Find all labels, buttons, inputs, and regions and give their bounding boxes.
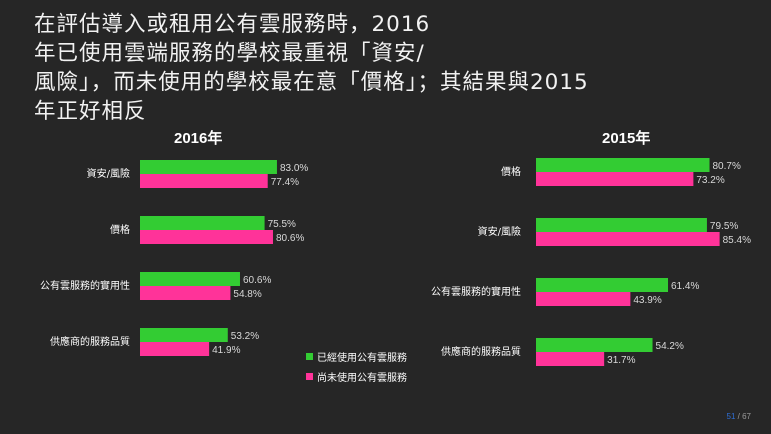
legend-item-used: 已經使用公有雲服務 — [306, 346, 407, 366]
value-label: 85.4% — [723, 235, 751, 246]
value-label: 73.2% — [696, 175, 724, 186]
chart-2015年: 價格 80.7% 73.2% 資安/風險 79.5% 85.4% 公有雲服務的實用性 61.4… — [431, 158, 751, 366]
bar-unused — [536, 292, 631, 306]
value-label: 43.9% — [633, 295, 661, 306]
value-label: 61.4% — [671, 281, 699, 292]
legend-item-unused: 尚未使用公有雲服務 — [306, 366, 407, 386]
title-line: 在評估導入或租用公有雲服務時，2016 — [34, 12, 431, 37]
category-label: 公有雲服務的實用性 — [40, 279, 130, 292]
title-line: 年已使用雲端服務的學校最重視「資安/ — [34, 41, 425, 66]
chart-title-2016: 2016年 — [174, 130, 223, 147]
bar-unused — [140, 286, 231, 300]
value-label: 41.9% — [212, 345, 240, 356]
category-label: 公有雲服務的實用性 — [431, 285, 521, 298]
page-current: 51 — [726, 412, 736, 421]
slide-title: 在評估導入或租用公有雲服務時，2016 年已使用雲端服務的學校最重視「資安/ 風… — [34, 10, 734, 126]
bar-used — [536, 158, 710, 172]
value-label: 60.6% — [243, 275, 271, 286]
value-label: 31.7% — [607, 355, 635, 366]
legend-label-used: 已經使用公有雲服務 — [317, 352, 407, 364]
category-label: 資安/風險 — [87, 167, 130, 180]
bar-used — [140, 272, 240, 286]
bar-unused — [536, 352, 605, 366]
bar-unused — [536, 172, 694, 186]
bar-unused — [140, 342, 210, 356]
bar-used — [140, 328, 228, 342]
value-label: 54.2% — [656, 341, 684, 352]
legend-label-unused: 尚未使用公有雲服務 — [317, 372, 407, 384]
title-line: 風險」，而未使用的學校最在意「價格」；其結果與2015 — [34, 70, 589, 95]
page-total: / 67 — [737, 412, 751, 421]
bar-used — [536, 278, 669, 292]
bar-unused — [140, 174, 268, 188]
category-label: 供應商的服務品質 — [50, 335, 130, 348]
category-label: 價格 — [110, 223, 130, 236]
value-label: 80.7% — [713, 161, 741, 172]
title-line: 年正好相反 — [34, 99, 147, 124]
legend-swatch-unused — [306, 372, 313, 380]
value-label: 54.8% — [233, 289, 261, 300]
category-label: 價格 — [501, 165, 521, 178]
bar-used — [536, 218, 707, 232]
category-label: 資安/風險 — [478, 225, 521, 238]
bar-unused — [536, 232, 720, 246]
page-number: 51 / 67 — [727, 412, 751, 421]
bar-used — [140, 160, 277, 174]
bar-used — [536, 338, 653, 352]
value-label: 77.4% — [271, 177, 299, 188]
value-label: 83.0% — [280, 163, 308, 174]
value-label: 75.5% — [268, 219, 296, 230]
value-label: 53.2% — [231, 331, 259, 342]
bar-unused — [140, 230, 273, 244]
value-label: 80.6% — [276, 233, 304, 244]
legend: 已經使用公有雲服務 尚未使用公有雲服務 — [306, 346, 407, 386]
bar-used — [140, 216, 265, 230]
chart-2016年: 資安/風險 83.0% 77.4% 價格 75.5% 80.6% 公有雲服務的實用性 60.6… — [40, 160, 308, 356]
value-label: 79.5% — [710, 221, 738, 232]
category-label: 供應商的服務品質 — [441, 345, 521, 358]
legend-swatch-used — [306, 352, 313, 360]
chart-title-2015: 2015年 — [602, 130, 651, 147]
